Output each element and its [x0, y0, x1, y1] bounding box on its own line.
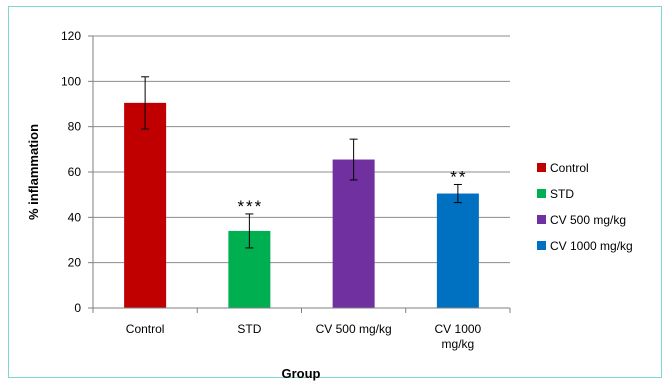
significance-mark: **: [450, 167, 467, 186]
axes: [88, 35, 511, 313]
legend-swatch: [537, 215, 546, 224]
y-tick-label: 40: [68, 210, 82, 224]
x-tick-label: CV 1000: [435, 322, 482, 336]
y-tick-label: 80: [68, 120, 82, 134]
legend-label: STD: [550, 187, 574, 201]
bar: [124, 102, 167, 308]
significance-mark: ***: [237, 197, 263, 216]
x-axis-title: Group: [282, 366, 321, 381]
y-tick-label: 100: [61, 74, 81, 88]
y-tick-labels: 0 20 40 60 80 100 120: [61, 29, 81, 315]
y-tick-label: 0: [74, 301, 81, 315]
y-tick-label: 120: [61, 29, 81, 43]
x-tick-label: CV 500 mg/kg: [316, 322, 392, 336]
legend: Control STD CV 500 mg/kg CV 1000 mg/kg: [537, 161, 633, 253]
error-bars: [141, 76, 462, 249]
x-tick-label: STD: [237, 322, 261, 336]
legend-label: Control: [550, 161, 589, 175]
x-tick-label: mg/kg: [442, 337, 475, 351]
legend-label: CV 1000 mg/kg: [550, 239, 633, 253]
legend-swatch: [537, 189, 546, 198]
bars: [124, 102, 479, 308]
y-tick-label: 20: [68, 256, 82, 270]
bar: [332, 159, 375, 308]
x-tick-label: Control: [126, 322, 165, 336]
bar: [436, 193, 479, 308]
y-axis-title: % inflammation: [26, 124, 41, 220]
legend-label: CV 500 mg/kg: [550, 213, 626, 227]
significance-marks: *****: [237, 167, 467, 216]
legend-swatch: [537, 241, 546, 250]
legend-swatch: [537, 163, 546, 172]
y-tick-label: 60: [68, 165, 82, 179]
